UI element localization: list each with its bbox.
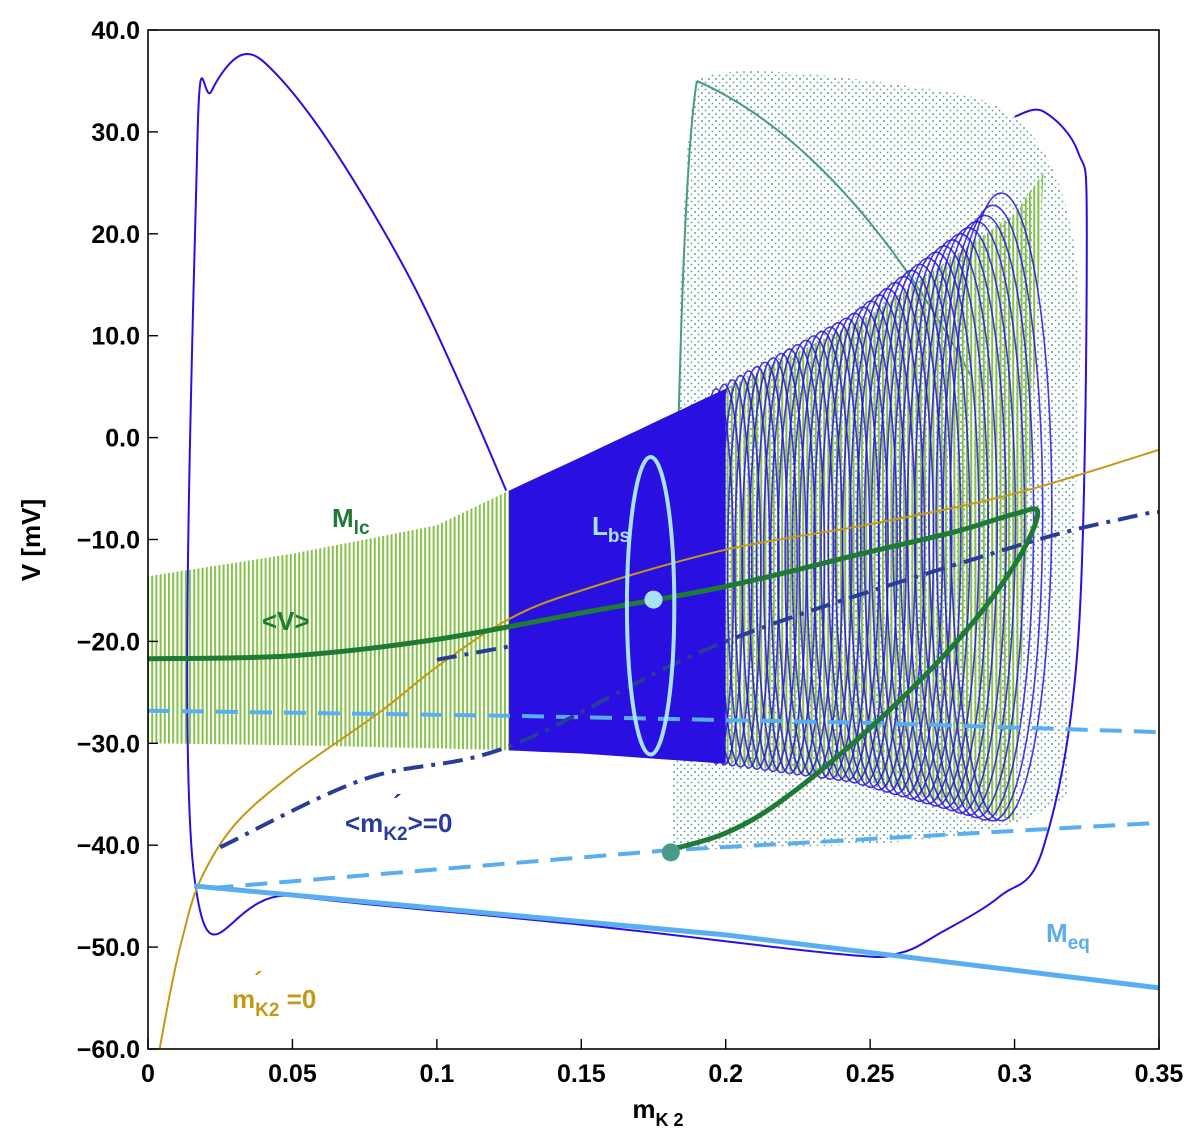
y-tick-label: −10.0 (77, 527, 140, 555)
y-tick-label: −20.0 (77, 628, 140, 656)
lbs-ellipse (624, 454, 677, 757)
x-tick-label: 0 (141, 1060, 155, 1088)
y-tick-label: −50.0 (77, 934, 140, 962)
torus-loop (762, 348, 817, 775)
y-tick-label: 10.0 (91, 323, 140, 351)
torus-loop (726, 370, 771, 769)
y-axis-label: V [mV] (16, 499, 46, 581)
y-tick-label: −40.0 (77, 832, 140, 860)
annotation-mlc: Mlc (332, 503, 370, 539)
torus-loop (913, 232, 1008, 814)
torus-loop (719, 374, 762, 768)
torus-loop (899, 245, 989, 810)
annotation-avg-mk2-nullcline: <mK2>=0 (345, 808, 452, 845)
torus-loop (741, 361, 789, 772)
torus-loop (712, 379, 753, 767)
mean-v-curve (148, 506, 1041, 853)
x-tick-label: 0.05 (268, 1060, 317, 1088)
annotation-meq: Meq (1046, 918, 1090, 954)
annotation-lbs: Lbs (592, 511, 630, 547)
lbs-equilibrium-point (644, 590, 663, 609)
torus-loop (906, 239, 999, 812)
y-tick-label: −30.0 (77, 730, 140, 758)
torus-loop (920, 226, 1017, 817)
y-tick-label: 40.0 (91, 17, 140, 45)
annotation-mk2-nullcline: mK2 =0 (232, 984, 316, 1021)
torus-loop (748, 357, 798, 773)
saddle-equilibrium-point (661, 843, 680, 862)
meq-upper-unstable-branch (148, 708, 1159, 735)
x-tick-label: 0.3 (997, 1060, 1032, 1088)
avg-mk2-nullcline (219, 510, 1159, 850)
x-tick-label: 0.25 (846, 1060, 895, 1088)
torus-loop (942, 204, 1044, 822)
x-axis-label: mK 2 (632, 1094, 683, 1130)
torus-loop (935, 214, 1035, 821)
annotation-avg-prime: ´ (393, 789, 402, 819)
x-tick-label: 0.1 (419, 1060, 454, 1088)
x-tick-label: 0.35 (1135, 1060, 1184, 1088)
torus-loop (777, 339, 835, 777)
torus-loop (698, 387, 735, 765)
dense-orbit-region (509, 388, 726, 764)
x-tick-label: 0.15 (557, 1060, 606, 1088)
y-tick-label: 20.0 (91, 221, 140, 249)
y-tick-label: −60.0 (77, 1036, 140, 1064)
y-tick-label: 30.0 (91, 119, 140, 147)
meq-stable-branch (193, 883, 1159, 991)
annotation-mean-v: <V> (262, 606, 310, 636)
x-tick-label: 0.2 (708, 1060, 743, 1088)
torus-loop (949, 192, 1053, 822)
annotation-mk2-prime: ´ (254, 966, 263, 996)
torus-loop (892, 251, 980, 807)
torus-loop (733, 365, 780, 770)
avg-mk2-nullcline-upper (436, 644, 510, 662)
torus-loop (769, 343, 826, 776)
y-tick-label: 0.0 (105, 425, 140, 453)
